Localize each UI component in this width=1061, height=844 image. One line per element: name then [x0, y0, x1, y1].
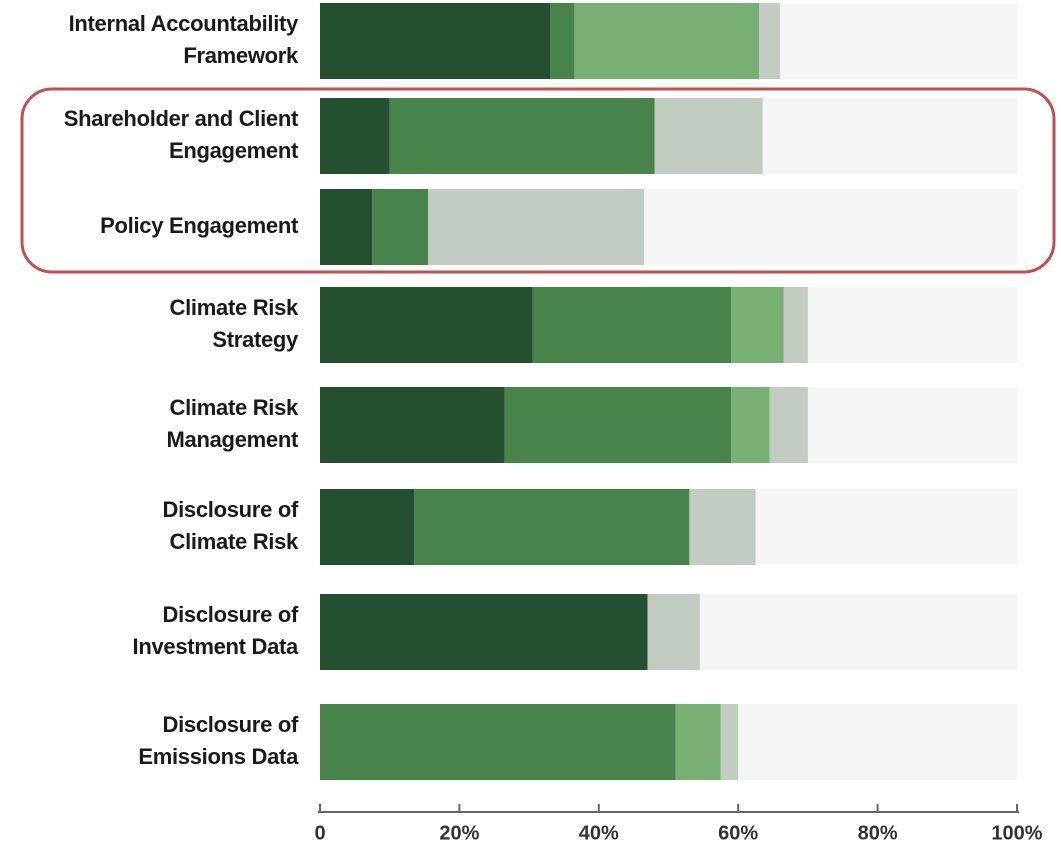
- category-label-line: Internal Accountability: [69, 11, 299, 36]
- category-label-line: Emissions Data: [138, 744, 299, 769]
- bar-segment: [654, 98, 763, 174]
- bar-segment: [428, 189, 645, 265]
- bar-segment: [532, 287, 732, 363]
- bar-segment: [320, 3, 551, 79]
- bar-segment: [320, 189, 373, 265]
- bar-segment: [759, 3, 781, 79]
- category-label-line: Disclosure of: [163, 497, 299, 522]
- category-label: Climate Risk Strategy: [170, 295, 300, 352]
- bar-segment: [504, 387, 732, 463]
- bar-segment: [320, 287, 533, 363]
- category-label-line: Disclosure of: [163, 712, 299, 737]
- x-tick-label: 80%: [858, 822, 898, 844]
- category-label-line: Climate Risk: [170, 395, 300, 420]
- category-label-line: Shareholder and Client: [64, 106, 299, 131]
- bar-segment: [320, 594, 648, 670]
- x-tick-label: 100%: [991, 822, 1042, 844]
- x-tick-label: 60%: [718, 822, 758, 844]
- category-label-line: Strategy: [212, 327, 299, 352]
- x-tick-label: 40%: [579, 822, 619, 844]
- bar-segment: [372, 189, 429, 265]
- category-label: Disclosure of Emissions Data: [138, 712, 299, 769]
- bar-segment: [389, 98, 655, 174]
- category-label-line: Climate Risk: [170, 295, 300, 320]
- category-label: Disclosure of Investment Data: [133, 602, 300, 659]
- bar-segment: [320, 489, 415, 565]
- x-tick-label: 20%: [439, 822, 479, 844]
- category-label: Internal Accountability Framework: [69, 11, 299, 68]
- category-label-line: Policy Engagement: [100, 213, 299, 238]
- bar-segment: [320, 704, 676, 780]
- category-label-line: Climate Risk: [170, 529, 300, 554]
- bar-segment: [731, 387, 770, 463]
- bar-segment: [731, 287, 784, 363]
- category-label-line: Engagement: [169, 138, 299, 163]
- bar-segment: [675, 704, 721, 780]
- category-label-line: Framework: [183, 43, 299, 68]
- category-label: Disclosure of Climate Risk: [163, 497, 300, 554]
- bar-segment: [550, 3, 575, 79]
- bar-segment: [320, 98, 390, 174]
- category-label: Policy Engagement: [100, 213, 299, 238]
- bar-segment: [320, 387, 505, 463]
- bar-segment: [783, 287, 808, 363]
- bar-segment: [720, 704, 739, 780]
- bar-segment: [647, 594, 700, 670]
- category-label: Shareholder and Client Engagement: [64, 106, 299, 163]
- bar-segment: [414, 489, 690, 565]
- category-label: Climate Risk Management: [167, 395, 300, 452]
- bar-segment: [769, 387, 808, 463]
- bar-segment: [689, 489, 756, 565]
- category-label-line: Management: [167, 427, 299, 452]
- bar-segment: [574, 3, 760, 79]
- highlight-box: [20, 87, 1056, 274]
- category-label-line: Investment Data: [133, 634, 300, 659]
- category-label-line: Disclosure of: [163, 602, 299, 627]
- x-tick-label: 0: [314, 822, 325, 844]
